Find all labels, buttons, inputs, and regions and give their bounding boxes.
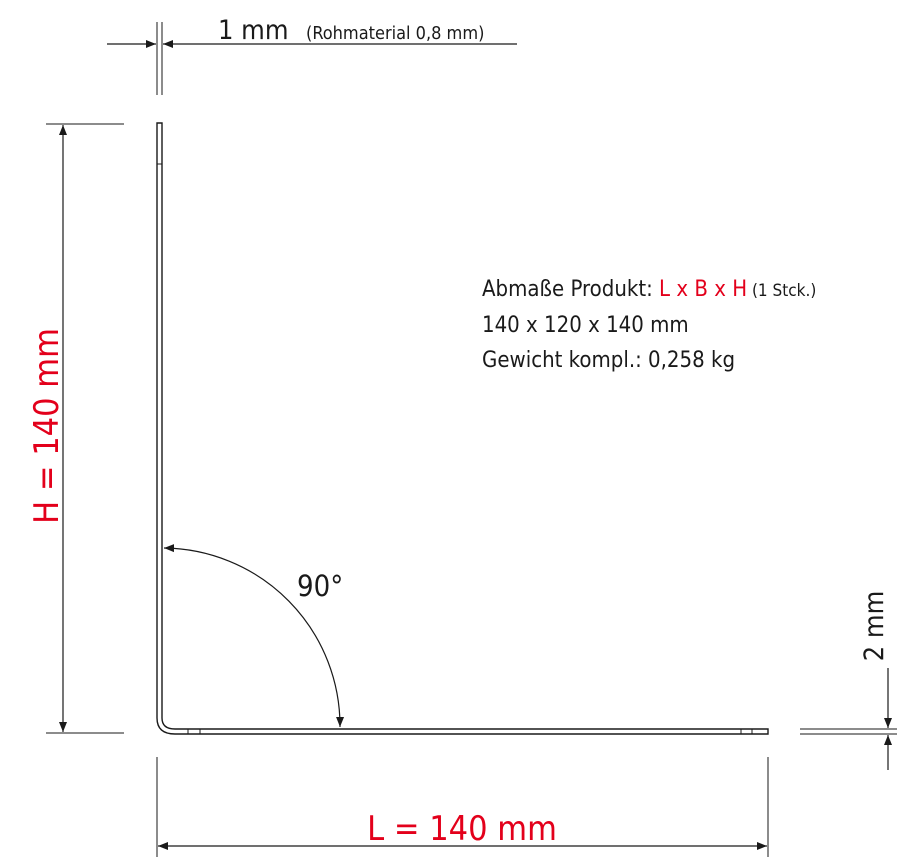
side-label: 2 mm — [859, 591, 890, 662]
thickness-dimension: 1 mm (Rohmaterial 0,8 mm) — [107, 15, 517, 95]
angle-annotation: 90° — [163, 544, 345, 728]
thickness-note: (Rohmaterial 0,8 mm) — [306, 23, 484, 44]
length-label: L = 140 mm — [367, 809, 557, 849]
height-label: H = 140 mm — [27, 328, 67, 524]
angle-arc — [163, 544, 345, 728]
thickness-value: 1 mm — [218, 15, 289, 46]
bracket-outline — [156, 122, 769, 735]
info-line-2: 140 x 120 x 140 mm — [482, 313, 689, 338]
info-line-1-prefix: Abmaße Produkt: — [482, 277, 659, 302]
height-dimension: H = 140 mm — [27, 123, 124, 734]
info-line-3: Gewicht kompl.: 0,258 kg — [482, 348, 735, 373]
angle-label: 90° — [297, 569, 343, 603]
side-thickness-dimension: 2 mm — [800, 591, 897, 770]
info-line-1: Abmaße Produkt: L x B x H (1 Stck.) — [482, 277, 816, 302]
length-dimension: L = 140 mm — [156, 757, 769, 857]
info-line-1-formula: L x B x H — [659, 277, 747, 302]
product-info: Abmaße Produkt: L x B x H (1 Stck.) 140 … — [482, 277, 816, 373]
info-line-1-suffix: (1 Stck.) — [747, 281, 816, 301]
bracket-profile — [156, 122, 769, 735]
